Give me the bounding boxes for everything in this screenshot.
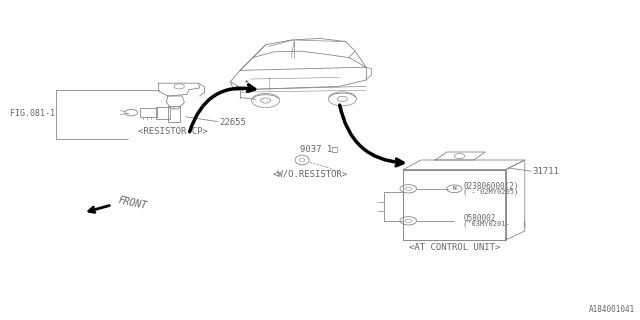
Bar: [168, 106, 180, 122]
Bar: [140, 108, 157, 117]
Text: N: N: [452, 186, 456, 191]
Text: *: *: [244, 80, 248, 85]
Text: Q580002: Q580002: [463, 214, 496, 223]
Text: 023806000(2): 023806000(2): [463, 182, 519, 191]
Text: ( -'02MY0205): ( -'02MY0205): [463, 189, 518, 195]
Text: A184001041: A184001041: [589, 305, 635, 314]
Text: 22655: 22655: [220, 118, 246, 127]
Text: 9037 1□: 9037 1□: [300, 144, 337, 153]
Bar: [156, 107, 170, 119]
Text: FRONT: FRONT: [117, 195, 148, 211]
Text: <RESISTOR CP>: <RESISTOR CP>: [138, 127, 208, 136]
Text: FIG.081-1: FIG.081-1: [10, 109, 54, 118]
Text: <W/O.RESISTOR>: <W/O.RESISTOR>: [273, 170, 348, 179]
Text: 31711: 31711: [532, 167, 559, 176]
Text: ('03MY0201-   ): ('03MY0201- ): [463, 221, 527, 227]
Text: <AT CONTROL UNIT>: <AT CONTROL UNIT>: [409, 243, 500, 252]
